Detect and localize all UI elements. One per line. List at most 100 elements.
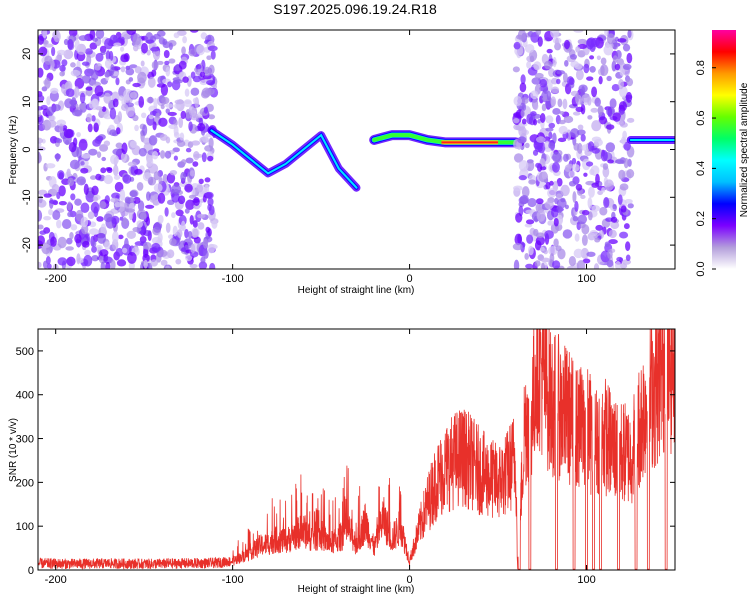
noise-blob (106, 167, 113, 173)
noise-blob (532, 149, 539, 156)
noise-blob (104, 71, 111, 78)
noise-blob (165, 66, 171, 77)
noise-blob (185, 157, 194, 164)
noise-blob (569, 54, 578, 60)
noise-blob (113, 175, 121, 181)
noise-blob (96, 151, 102, 159)
noise-blob (117, 234, 124, 240)
noise-blob (76, 131, 81, 138)
noise-blob (109, 129, 117, 137)
noise-blob (151, 60, 159, 70)
noise-blob (539, 112, 546, 123)
noise-blob (548, 131, 553, 140)
noise-blob (527, 31, 534, 37)
noise-blob (180, 171, 187, 182)
noise-blob (153, 97, 158, 110)
noise-blob (529, 55, 535, 63)
noise-blob (166, 249, 175, 259)
noise-blob (209, 262, 216, 269)
noise-blob (550, 96, 557, 107)
noise-blob (560, 184, 570, 197)
noise-blob (615, 260, 621, 269)
noise-blob (526, 234, 534, 244)
noise-blob (91, 246, 97, 253)
noise-blob (48, 208, 54, 216)
noise-blob (70, 62, 76, 68)
noise-blob (556, 193, 563, 200)
noise-blob (153, 171, 160, 181)
noise-blob (604, 241, 610, 248)
noise-blob (535, 236, 545, 246)
noise-blob (524, 253, 529, 260)
noise-blob (606, 33, 615, 45)
noise-blob (133, 196, 141, 204)
noise-blob (122, 217, 128, 226)
noise-blob (617, 194, 623, 205)
noise-blob (50, 87, 59, 94)
noise-blob (141, 42, 148, 54)
noise-blob (603, 196, 610, 209)
noise-blob (112, 164, 119, 177)
noise-blob (165, 222, 171, 234)
noise-blob (138, 147, 147, 157)
noise-blob (56, 49, 67, 56)
noise-blob (95, 52, 104, 62)
noise-blob (112, 98, 119, 108)
noise-blob (165, 103, 174, 108)
noise-blob (619, 115, 625, 127)
noise-blob (549, 180, 554, 186)
noise-blob (145, 39, 155, 44)
noise-blob (586, 251, 596, 257)
noise-blob (188, 48, 197, 57)
noise-blob (208, 114, 216, 120)
noise-blob (553, 238, 559, 248)
noise-blob (120, 66, 126, 73)
noise-blob (148, 114, 154, 120)
noise-blob (43, 193, 52, 198)
snr-marks (38, 329, 675, 570)
noise-blob (92, 37, 99, 42)
noise-blob (110, 259, 116, 269)
noise-blob (88, 148, 98, 156)
noise-blob (193, 236, 201, 244)
page-title: S197.2025.096.19.24.R18 (273, 1, 437, 17)
noise-blob (67, 38, 74, 50)
noise-blob (161, 96, 170, 105)
y-tick-label: 400 (16, 390, 34, 402)
noise-blob (190, 112, 199, 121)
noise-blob (599, 206, 608, 216)
noise-blob (204, 191, 214, 199)
noise-blob (557, 137, 567, 143)
noise-blob (514, 233, 523, 246)
noise-blob (162, 173, 169, 184)
noise-blob (587, 115, 593, 120)
noise-blob (530, 90, 539, 100)
noise-blob (546, 90, 552, 101)
noise-blob (600, 150, 608, 162)
noise-blob (606, 75, 612, 82)
y-tick-label: 20 (21, 48, 33, 60)
noise-blob (603, 44, 614, 56)
noise-blob (545, 127, 554, 132)
noise-blob (169, 238, 177, 246)
noise-blob (572, 164, 580, 172)
noise-blob (109, 107, 117, 120)
noise-blob (125, 67, 135, 76)
noise-blob (580, 247, 589, 259)
noise-blob (534, 72, 544, 79)
noise-blob (609, 98, 617, 109)
noise-blob (539, 246, 545, 252)
noise-blob (112, 148, 123, 155)
noise-blob (518, 126, 527, 137)
noise-blob (202, 238, 209, 249)
noise-blob (137, 200, 145, 212)
noise-blob (101, 156, 107, 162)
noise-blob (111, 215, 120, 225)
noise-blob (171, 192, 180, 203)
noise-blob (184, 88, 190, 97)
noise-blob (119, 188, 126, 201)
noise-blob (598, 76, 603, 85)
noise-blob (582, 258, 591, 264)
noise-blob (89, 228, 99, 235)
noise-blob (573, 30, 584, 33)
